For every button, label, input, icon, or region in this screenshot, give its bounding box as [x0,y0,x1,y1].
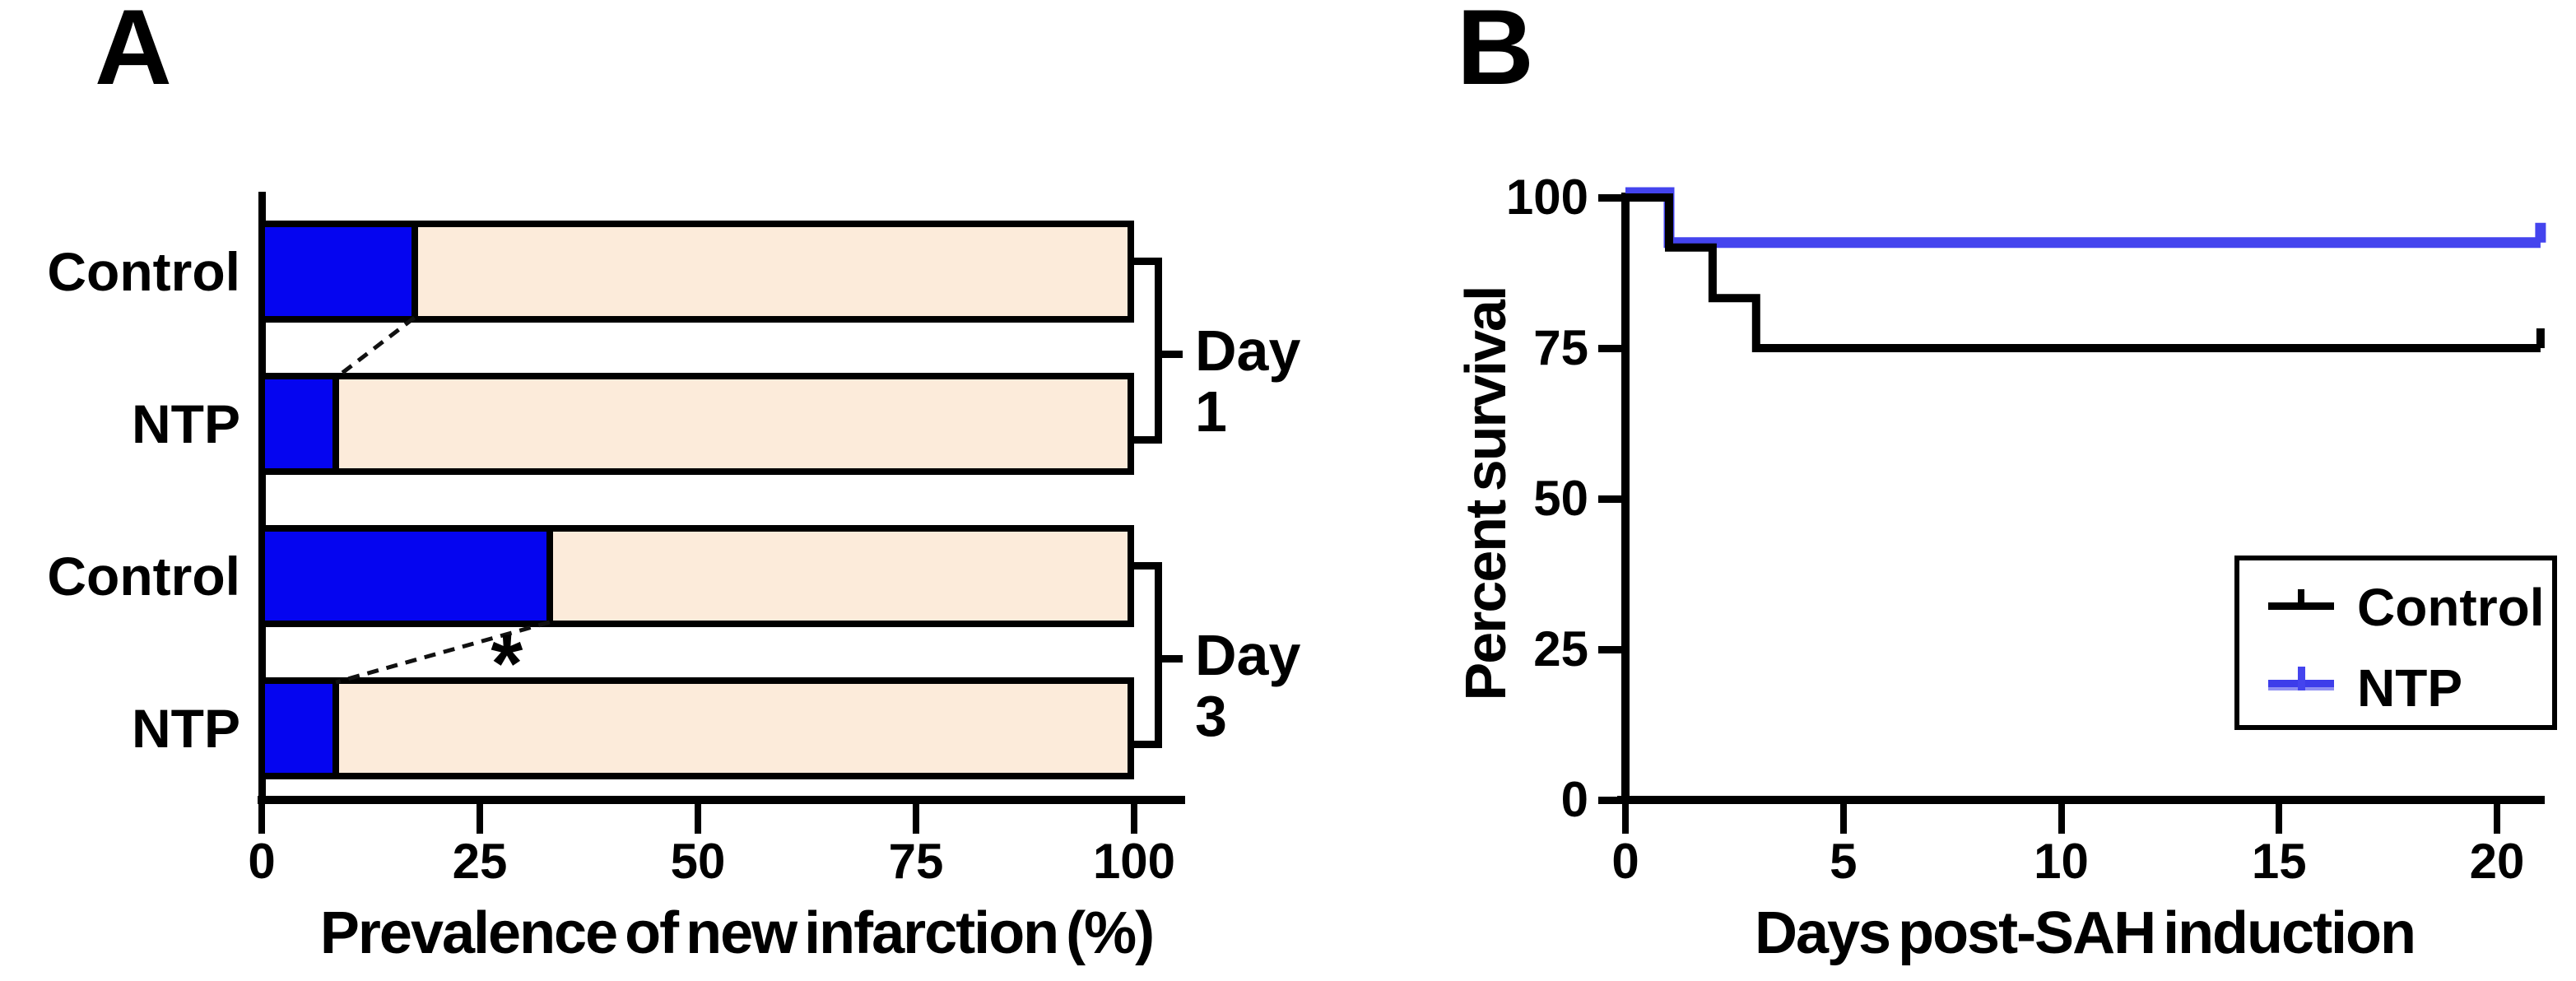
bracket-tick [1155,351,1183,358]
y-tick-mark [1598,646,1623,653]
y-tick-label: 100 [1505,170,1588,225]
y-tick-mark [1598,345,1623,352]
panel-a-y-axis [258,192,266,804]
x-tick-mark [1622,804,1629,834]
y-tick-label: 0 [1560,772,1588,827]
panel-a-label: A [95,0,172,107]
x-tick-mark [477,804,483,834]
y-tick-mark [1598,194,1623,202]
x-tick-label: 50 [670,834,726,889]
survival-curve-control [1625,193,2545,352]
bar-segment-new-infarction [265,227,418,316]
x-tick-label: 75 [888,834,944,889]
panel-a-x-axis [258,796,1185,804]
panel-b-y-axis-title: Percent survival [1453,286,1518,701]
x-tick-mark [2276,804,2283,834]
x-tick-mark [1839,804,1847,834]
x-tick-label: 25 [452,834,508,889]
y-tick-label: 25 [1533,621,1588,676]
x-tick-label: 0 [1611,834,1639,889]
y-tick-mark [1598,797,1623,804]
row-label: NTP [132,393,240,454]
y-tick-mark [1598,495,1623,503]
bar-row [258,677,1134,779]
significance-connector-line [335,620,551,685]
legend-label-ntp: NTP [2357,658,2462,718]
bar-segment-new-infarction [265,532,553,621]
group-bracket [1132,258,1183,444]
x-tick-mark [258,804,265,834]
row-label: Control [47,546,240,607]
legend: Control NTP [2234,556,2557,730]
bracket-tick [1155,655,1183,663]
x-tick-label: 100 [1092,834,1176,889]
bar-row [258,373,1134,475]
panel-b-x-axis [1617,796,2545,804]
group-label: Day 1 [1195,318,1301,444]
y-tick-label: 50 [1533,471,1588,526]
legend-label-control: Control [2357,578,2545,637]
x-tick-label: 15 [2251,834,2307,889]
y-tick-label: 75 [1533,320,1588,375]
panel-b-label: B [1457,0,1534,107]
row-label: NTP [132,698,240,759]
bar-segment-new-infarction [265,379,340,468]
panel-b-y-axis [1621,193,1630,804]
bar-row [258,221,1134,323]
survival-curve-ntp [1625,187,2546,249]
x-tick-label: 20 [2469,834,2525,889]
x-tick-mark [695,804,701,834]
x-tick-label: 5 [1830,834,1858,889]
panel-a-x-axis-title: Prevalence of new infarction (%) [319,900,1155,966]
ntp-censor-tick-icon [2298,667,2305,690]
row-label: Control [47,241,240,302]
group-bracket [1132,562,1183,748]
x-tick-mark [1131,804,1137,834]
control-censor-tick-icon [2298,589,2304,610]
panel-b-x-axis-title: Days post-SAH induction [1754,900,2416,966]
x-tick-mark [2494,804,2500,834]
significance-connector-line [334,316,416,379]
x-tick-label: 0 [248,834,276,889]
bar-segment-new-infarction [265,684,340,773]
group-label: Day 3 [1195,623,1301,748]
x-tick-mark [2058,804,2065,834]
bar-row [258,525,1134,627]
x-tick-label: 10 [2034,834,2089,889]
x-tick-mark [913,804,919,834]
